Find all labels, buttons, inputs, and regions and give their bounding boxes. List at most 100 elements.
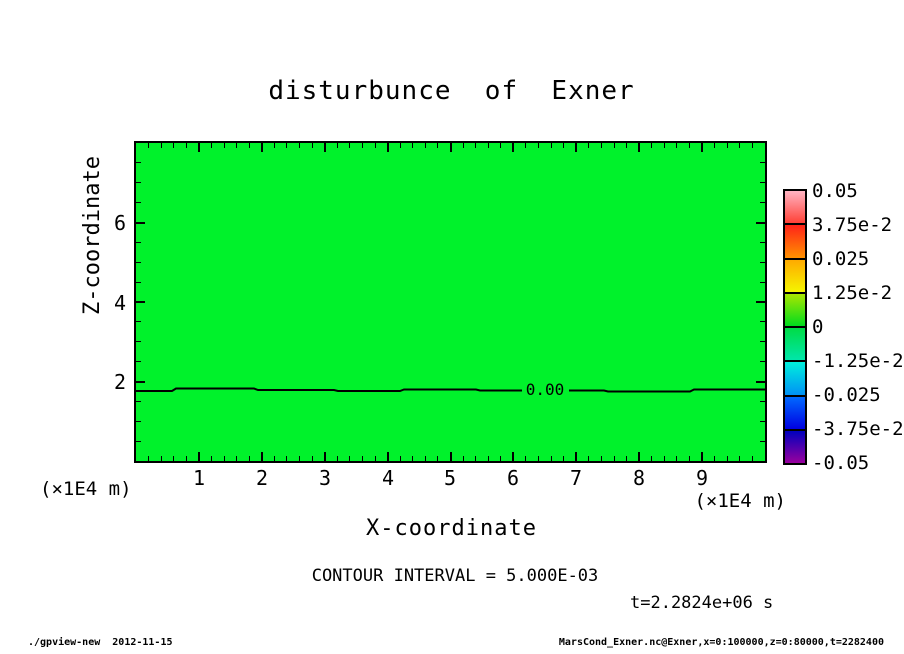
x-tick-label: 7 [569, 466, 583, 490]
tick-mark [600, 456, 602, 461]
tick-mark [575, 452, 578, 461]
footer-program-info: ./gpview-new 2012-11-15 [28, 637, 173, 648]
tick-mark [663, 456, 665, 461]
colorbar-tick-label: 0.025 [812, 248, 870, 270]
tick-mark [210, 456, 212, 461]
tick-mark [739, 456, 741, 461]
tick-mark [575, 143, 578, 152]
y-tick-label: 2 [113, 370, 126, 394]
tick-mark [525, 143, 527, 148]
colorbar-tick-label: -3.75e-2 [812, 418, 904, 440]
tick-mark [437, 456, 439, 461]
tick-mark [223, 456, 225, 461]
tick-mark [701, 143, 704, 152]
tick-mark [286, 143, 288, 148]
x-axis-unit-right: (×1E4 m) [694, 490, 786, 512]
tick-mark [676, 456, 678, 461]
colorbar-tick-label: -1.25e-2 [812, 350, 904, 372]
tick-mark [756, 221, 765, 224]
colorbar-tick-label: 3.75e-2 [812, 214, 893, 236]
tick-mark [760, 281, 765, 283]
tick-mark [323, 143, 326, 152]
colorbar-segment [785, 360, 805, 395]
x-tick-label: 2 [255, 466, 269, 490]
colorbar-tick-label: 0.05 [812, 180, 858, 202]
x-tick-label: 8 [632, 466, 646, 490]
tick-mark [273, 456, 275, 461]
colorbar-segment [785, 291, 805, 326]
tick-mark [512, 143, 515, 152]
tick-mark [487, 456, 489, 461]
tick-mark [588, 456, 590, 461]
plot-area: 0.00 [134, 141, 767, 463]
tick-mark [374, 143, 376, 148]
tick-mark [462, 143, 464, 148]
tick-mark [273, 143, 275, 148]
tick-mark [136, 361, 141, 363]
tick-mark [136, 341, 141, 343]
tick-mark [361, 456, 363, 461]
tick-mark [449, 452, 452, 461]
x-tick-label: 1 [192, 466, 206, 490]
tick-mark [487, 143, 489, 148]
colorbar-tick-label: 1.25e-2 [812, 282, 893, 304]
tick-mark [349, 143, 351, 148]
tick-mark [689, 456, 691, 461]
colorbar-tick-label: -0.025 [812, 384, 881, 406]
tick-mark [689, 143, 691, 148]
tick-mark [148, 456, 150, 461]
tick-mark [236, 143, 238, 148]
tick-mark [563, 456, 565, 461]
tick-mark [412, 143, 414, 148]
tick-mark [160, 456, 162, 461]
tick-mark [760, 261, 765, 263]
tick-mark [588, 143, 590, 148]
tick-mark [751, 143, 753, 148]
y-tick-label: 4 [113, 291, 126, 315]
tick-mark [260, 452, 263, 461]
tick-mark [197, 452, 200, 461]
tick-mark [760, 241, 765, 243]
y-tick-label: 6 [113, 211, 126, 235]
tick-mark [701, 452, 704, 461]
tick-mark [475, 143, 477, 148]
tick-mark [756, 301, 765, 303]
tick-mark [756, 380, 765, 383]
tick-mark [626, 143, 628, 148]
x-tick-label: 5 [443, 466, 457, 490]
tick-mark [726, 143, 728, 148]
tick-mark [136, 182, 141, 184]
colorbar-segment [785, 428, 805, 463]
tick-mark [760, 400, 765, 402]
tick-mark [613, 143, 615, 148]
x-axis-label: X-coordinate [366, 516, 537, 541]
tick-mark [197, 143, 200, 152]
tick-mark [136, 420, 141, 422]
tick-mark [136, 241, 141, 243]
tick-mark [412, 456, 414, 461]
tick-mark [173, 456, 175, 461]
tick-mark [386, 143, 389, 152]
tick-mark [136, 301, 145, 303]
tick-mark [136, 261, 141, 263]
tick-mark [760, 420, 765, 422]
tick-mark [136, 400, 141, 402]
tick-mark [336, 143, 338, 148]
tick-mark [160, 143, 162, 148]
tick-mark [185, 456, 187, 461]
tick-mark [136, 202, 141, 204]
tick-mark [550, 456, 552, 461]
tick-mark [311, 143, 313, 148]
tick-mark [323, 452, 326, 461]
tick-mark [676, 143, 678, 148]
tick-mark [512, 452, 515, 461]
tick-mark [663, 143, 665, 148]
plot-title: disturbunce of Exner [268, 76, 635, 106]
tick-mark [361, 143, 363, 148]
contour-svg [136, 387, 765, 393]
tick-mark [638, 143, 641, 152]
tick-mark [714, 143, 716, 148]
colorbar-tick-label: -0.05 [812, 452, 870, 474]
tick-mark [760, 321, 765, 323]
colorbar-segment [785, 223, 805, 258]
